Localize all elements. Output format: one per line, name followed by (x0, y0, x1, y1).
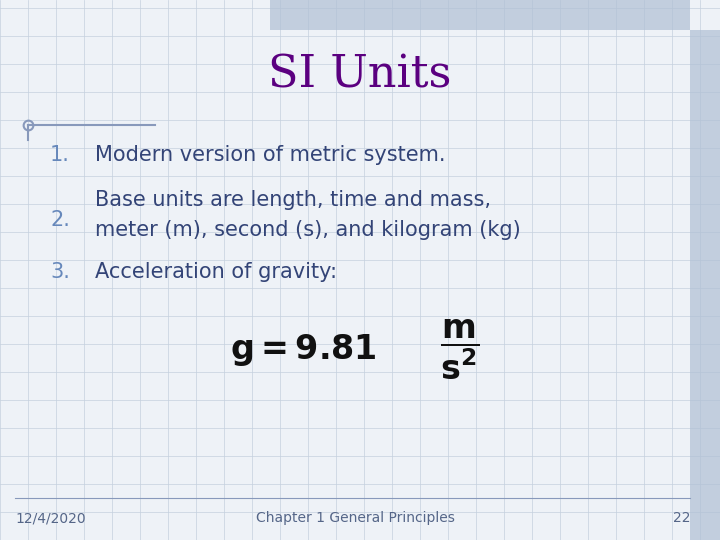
Text: Base units are length, time and mass,: Base units are length, time and mass, (95, 190, 491, 210)
Text: 12/4/2020: 12/4/2020 (15, 511, 86, 525)
FancyBboxPatch shape (270, 0, 690, 30)
Text: Chapter 1 General Principles: Chapter 1 General Principles (256, 511, 454, 525)
Text: meter (m), second (s), and kilogram (kg): meter (m), second (s), and kilogram (kg) (95, 220, 521, 240)
Text: $\mathbf{g = 9.81}$: $\mathbf{g = 9.81}$ (230, 332, 377, 368)
Text: SI Units: SI Units (269, 53, 451, 97)
Text: 3.: 3. (50, 262, 70, 282)
Text: $\mathbf{\dfrac{m}{s^2}}$: $\mathbf{\dfrac{m}{s^2}}$ (440, 318, 480, 382)
Text: Modern version of metric system.: Modern version of metric system. (95, 145, 446, 165)
Text: 1.: 1. (50, 145, 70, 165)
Text: Acceleration of gravity:: Acceleration of gravity: (95, 262, 337, 282)
FancyBboxPatch shape (690, 30, 720, 540)
Text: 2.: 2. (50, 210, 70, 230)
Text: 22: 22 (672, 511, 690, 525)
